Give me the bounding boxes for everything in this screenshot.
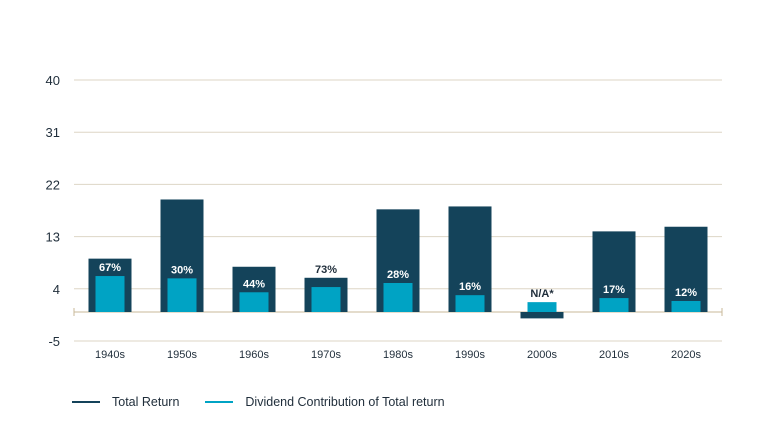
data-label: 16% <box>459 281 481 293</box>
y-tick-label: 22 <box>46 177 60 192</box>
y-tick-label: -5 <box>48 334 60 349</box>
bar-dividend <box>455 295 485 312</box>
data-label: 28% <box>387 269 409 281</box>
bar-dividend <box>311 287 341 312</box>
x-tick-label: 1980s <box>383 349 413 361</box>
legend-swatch-total-return <box>72 401 100 403</box>
data-label: 67% <box>99 262 121 274</box>
bar-total-return <box>520 312 564 319</box>
legend: Total Return Dividend Contribution of To… <box>72 395 471 409</box>
bar-dividend <box>671 300 701 312</box>
x-tick-label: 1960s <box>239 349 269 361</box>
y-tick-label: 40 <box>46 73 60 88</box>
x-tick-label: 1990s <box>455 349 485 361</box>
bar-dividend <box>383 283 413 312</box>
bar-dividend <box>95 276 125 312</box>
data-label: 44% <box>243 278 265 290</box>
data-label: 30% <box>171 264 193 276</box>
legend-label-dividend: Dividend Contribution of Total return <box>245 395 445 409</box>
data-label: 17% <box>603 284 625 296</box>
y-tick-label: 31 <box>46 125 60 140</box>
x-tick-label: 1950s <box>167 349 197 361</box>
x-tick-label: 2010s <box>599 349 629 361</box>
y-tick-label: 13 <box>46 230 60 245</box>
legend-item-dividend: Dividend Contribution of Total return <box>205 395 445 409</box>
bar-dividend <box>167 278 197 312</box>
bar-dividend <box>239 292 269 312</box>
legend-item-total-return: Total Return <box>72 395 179 409</box>
bar-total-return <box>664 226 708 312</box>
bar-total-return <box>448 206 492 312</box>
y-tick-label: 4 <box>53 282 60 297</box>
x-tick-label: 2000s <box>527 349 557 361</box>
x-tick-label: 2020s <box>671 349 701 361</box>
x-tick-label: 1940s <box>95 349 125 361</box>
data-label: 73% <box>315 264 337 276</box>
legend-swatch-dividend <box>205 401 234 403</box>
x-tick-label: 1970s <box>311 349 341 361</box>
bar-dividend <box>527 302 557 312</box>
data-label: N/A* <box>530 288 554 300</box>
bar-dividend <box>599 298 629 312</box>
legend-label-total-return: Total Return <box>112 395 180 409</box>
data-label: 12% <box>675 287 697 299</box>
